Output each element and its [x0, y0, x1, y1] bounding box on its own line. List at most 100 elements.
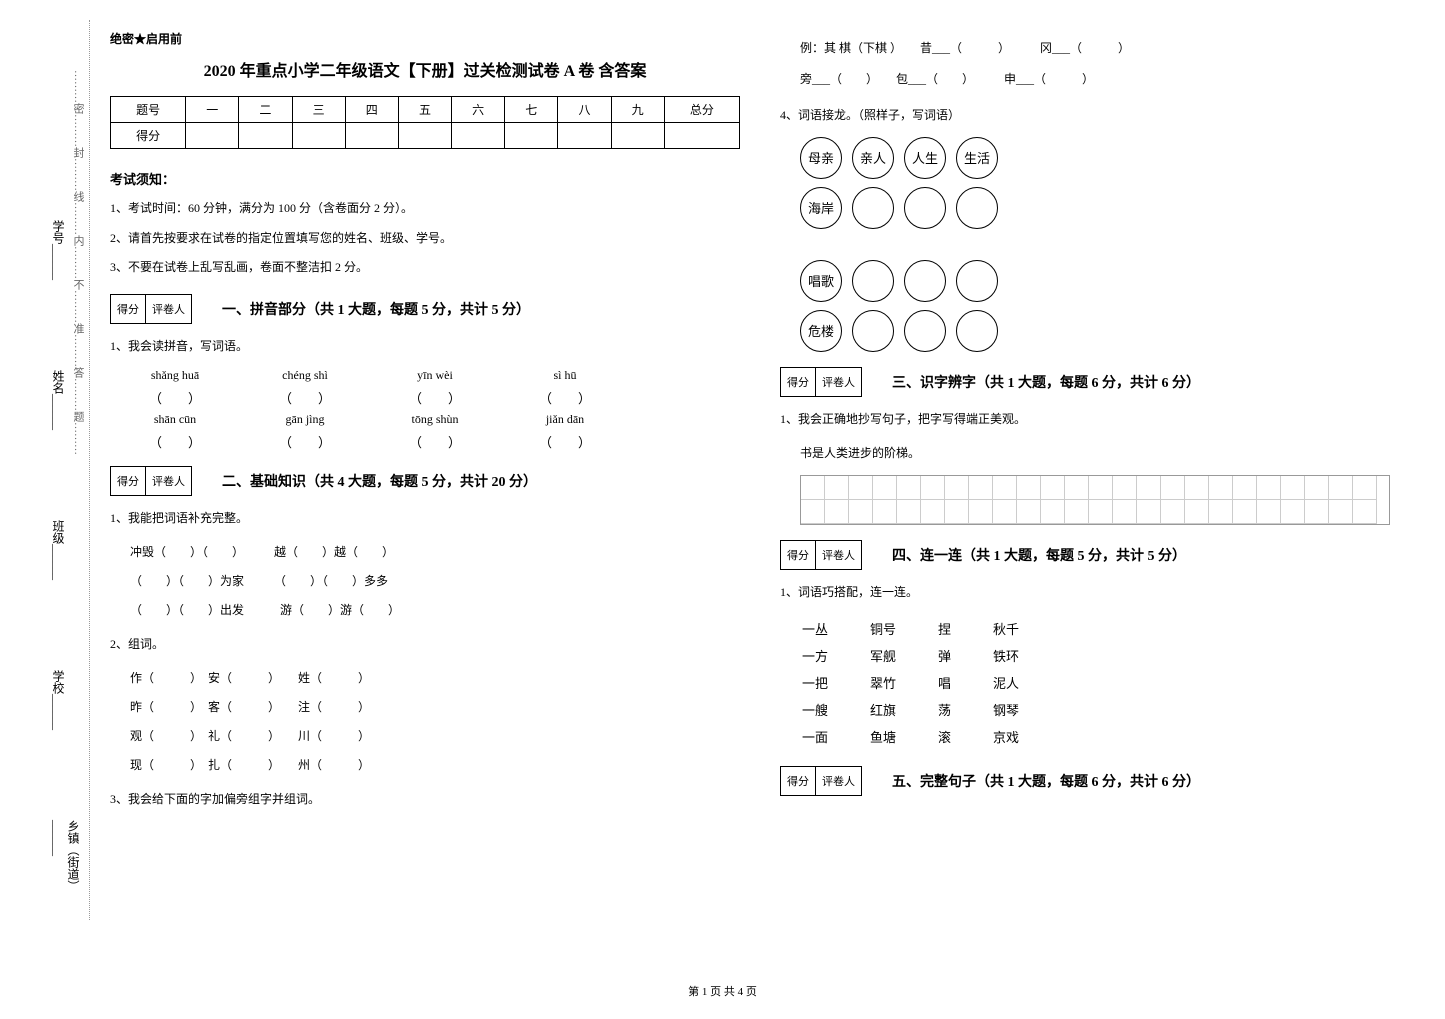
- circle: 母亲: [800, 137, 842, 179]
- match-word: 秋千: [993, 616, 1059, 641]
- section-header: 得分 评卷人 四、连一连（共 1 大题，每题 5 分，共计 5 分）: [780, 540, 1410, 570]
- question-title: 1、我能把词语补充完整。: [110, 506, 740, 530]
- circle: 生活: [956, 137, 998, 179]
- th: 三: [292, 97, 345, 123]
- question-title: 1、我会读拼音，写词语。: [110, 334, 740, 358]
- match-word: 铜号: [870, 616, 936, 641]
- match-word: 唱: [938, 670, 991, 695]
- binding-label: 学号______: [50, 220, 67, 280]
- match-word: 一丛: [802, 616, 868, 641]
- score-box: 得分 评卷人: [780, 766, 862, 796]
- th: 五: [398, 97, 451, 123]
- page-content: 绝密★启用前 2020 年重点小学二年级语文【下册】过关检测试卷 A 卷 含答案…: [110, 30, 1420, 821]
- score-label: 得分: [110, 466, 145, 496]
- pinyin-row: shān cūn（ ） gān jìng（ ） tōng shùn（ ） jiǎ…: [130, 412, 720, 451]
- match-word: 一面: [802, 724, 868, 749]
- pinyin: tōng shùn: [390, 412, 480, 427]
- circle: [956, 187, 998, 229]
- circle: 人生: [904, 137, 946, 179]
- section-header: 得分 评卷人 二、基础知识（共 4 大题，每题 5 分，共计 20 分）: [110, 466, 740, 496]
- blank: （ ）: [520, 432, 610, 451]
- left-column: 绝密★启用前 2020 年重点小学二年级语文【下册】过关检测试卷 A 卷 含答案…: [110, 30, 740, 821]
- th: 九: [611, 97, 664, 123]
- exam-title: 2020 年重点小学二年级语文【下册】过关检测试卷 A 卷 含答案: [110, 57, 740, 81]
- secret-label: 绝密★启用前: [110, 30, 740, 47]
- question-title: 1、词语巧搭配，连一连。: [780, 580, 1410, 604]
- blank: （ ）: [390, 432, 480, 451]
- pinyin: shǎng huā: [130, 368, 220, 383]
- grader-label: 评卷人: [815, 766, 862, 796]
- match-word: 鱼塘: [870, 724, 936, 749]
- score-box: 得分 评卷人: [780, 540, 862, 570]
- table-row: 题号 一 二 三 四 五 六 七 八 九 总分: [111, 97, 740, 123]
- word-line: 冲毁（ ）（ ） 越（ ）越（ ）: [130, 540, 720, 564]
- word-line: 作（ ） 安（ ） 姓（ ）: [130, 666, 720, 690]
- circle-row: 危楼: [800, 310, 1390, 352]
- th: 六: [452, 97, 505, 123]
- circle: 亲人: [852, 137, 894, 179]
- score-box: 得分 评卷人: [780, 367, 862, 397]
- score-box: 得分 评卷人: [110, 294, 192, 324]
- blank: （ ）: [520, 388, 610, 407]
- section-title: 三、识字辨字（共 1 大题，每题 6 分，共计 6 分）: [892, 372, 1200, 392]
- question-title: 3、我会给下面的字加偏旁组字并组词。: [110, 787, 740, 811]
- match-word: 一方: [802, 643, 868, 668]
- match-word: 翠竹: [870, 670, 936, 695]
- section-title: 五、完整句子（共 1 大题，每题 6 分，共计 6 分）: [892, 771, 1200, 791]
- word-line: （ ）（ ）为家 （ ）（ ）多多: [130, 569, 720, 593]
- question-title: 4、词语接龙。（照样子，写词语）: [780, 103, 1410, 127]
- score-box: 得分 评卷人: [110, 466, 192, 496]
- th: 四: [345, 97, 398, 123]
- match-word: 滚: [938, 724, 991, 749]
- th: 题号: [111, 97, 186, 123]
- match-word: 荡: [938, 697, 991, 722]
- match-word: 京戏: [993, 724, 1059, 749]
- circle: [956, 260, 998, 302]
- score-label: 得分: [780, 766, 815, 796]
- binding-label: 乡镇（街道）______: [50, 820, 82, 920]
- blank: （ ）: [390, 388, 480, 407]
- match-word: 弹: [938, 643, 991, 668]
- page-footer: 第 1 页 共 4 页: [0, 983, 1445, 999]
- question-title: 2、组词。: [110, 632, 740, 656]
- table-row: 得分: [111, 123, 740, 149]
- word-line: 观（ ） 礼（ ） 川（ ）: [130, 724, 720, 748]
- circle: [852, 310, 894, 352]
- td: 得分: [111, 123, 186, 149]
- circle-row: 海岸: [800, 187, 1390, 229]
- circle-row: 唱歌: [800, 260, 1390, 302]
- th: 八: [558, 97, 611, 123]
- section-title: 一、拼音部分（共 1 大题，每题 5 分，共计 5 分）: [222, 299, 530, 319]
- word-line: 昨（ ） 客（ ） 注（ ）: [130, 695, 720, 719]
- notice-item: 2、请首先按要求在试卷的指定位置填写您的姓名、班级、学号。: [110, 228, 740, 250]
- section-header: 得分 评卷人 三、识字辨字（共 1 大题，每题 6 分，共计 6 分）: [780, 367, 1410, 397]
- score-label: 得分: [780, 540, 815, 570]
- notice-item: 3、不要在试卷上乱写乱画，卷面不整洁扣 2 分。: [110, 257, 740, 279]
- seal-line: ………密………封………线………内………不………准………答………题………: [70, 70, 86, 455]
- blank: （ ）: [130, 432, 220, 451]
- th: 七: [505, 97, 558, 123]
- word-line: 现（ ） 扎（ ） 州（ ）: [130, 753, 720, 777]
- circle: 唱歌: [800, 260, 842, 302]
- writing-grid: [800, 475, 1390, 525]
- circle: [956, 310, 998, 352]
- grader-label: 评卷人: [815, 367, 862, 397]
- section-header: 得分 评卷人 五、完整句子（共 1 大题，每题 6 分，共计 6 分）: [780, 766, 1410, 796]
- circle: 危楼: [800, 310, 842, 352]
- blank: （ ）: [130, 388, 220, 407]
- binding-label: 学校______: [50, 670, 67, 730]
- circle: 海岸: [800, 187, 842, 229]
- section-header: 得分 评卷人 一、拼音部分（共 1 大题，每题 5 分，共计 5 分）: [110, 294, 740, 324]
- circle: [904, 187, 946, 229]
- circle: [904, 260, 946, 302]
- circle: [852, 187, 894, 229]
- match-word: 泥人: [993, 670, 1059, 695]
- notice-title: 考试须知：: [110, 169, 740, 188]
- blank: （ ）: [260, 388, 350, 407]
- blank: （ ）: [260, 432, 350, 451]
- circle: [852, 260, 894, 302]
- grader-label: 评卷人: [145, 294, 192, 324]
- match-word: 钢琴: [993, 697, 1059, 722]
- match-word: 一艘: [802, 697, 868, 722]
- match-table: 一丛铜号捏秋千 一方军舰弹铁环 一把翠竹唱泥人 一艘红旗荡钢琴 一面鱼塘滚京戏: [800, 614, 1061, 751]
